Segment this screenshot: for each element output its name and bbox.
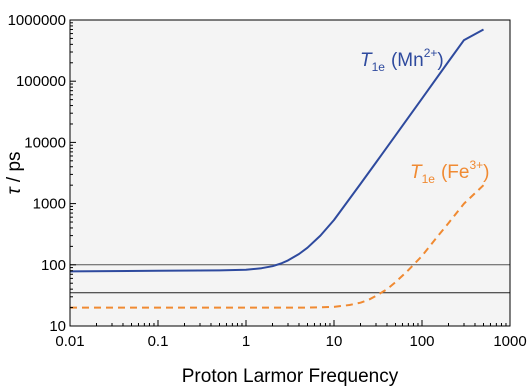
y-tick-label: 10 [49,318,66,335]
series-label-mn-superscript: 2+ [424,46,438,60]
x-axis-label: Proton Larmor Frequency [182,366,399,387]
x-axis-ticks: 0.01 0.1 1 10 100 1000 [55,320,527,350]
y-tick-label: 10000 [24,134,66,151]
y-axis-ticks: 10 100 1000 10000 100000 1000000 [8,12,76,335]
series-label-fe-superscript: 3+ [469,158,483,172]
y-tick-label: 1000000 [8,12,66,29]
plot-background [70,20,510,326]
series-label-fe-subscript: 1e [422,172,436,186]
reference-lines [70,264,510,294]
series-label-mn-symbol: T [360,50,373,71]
series-label-fe-close: ) [483,162,489,183]
series-label-mn-close: ) [437,50,443,71]
series-label-fe: T1e (Fe3+) [410,158,489,186]
y-tick-label: 1000 [33,196,66,213]
series-label-mn-subscript: 1e [372,60,386,74]
plot-frame [69,19,511,327]
y-tick-label: 100000 [16,73,66,90]
x-tick-label: 0.01 [55,333,84,350]
x-tick-label: 1 [242,333,250,350]
series-label-mn-open: (Mn [391,50,424,71]
y-axis-label-unit: / ps [4,151,25,187]
x-tick-label: 0.1 [148,333,169,350]
y-tick-label: 100 [41,257,66,274]
y-axis-label-symbol: τ [4,186,25,195]
x-tick-label: 100 [409,333,434,350]
x-tick-label: 1000 [493,333,526,350]
y-axis-label: τ / ps [4,151,25,194]
series-label-mn: T1e (Mn2+) [360,46,444,74]
series-line-0 [69,28,484,273]
series-label-fe-symbol: T [410,162,423,183]
series-label-fe-open: (Fe [441,162,470,183]
x-tick-label: 10 [326,333,343,350]
series-lines [69,28,485,309]
series-line-1 [70,184,485,309]
